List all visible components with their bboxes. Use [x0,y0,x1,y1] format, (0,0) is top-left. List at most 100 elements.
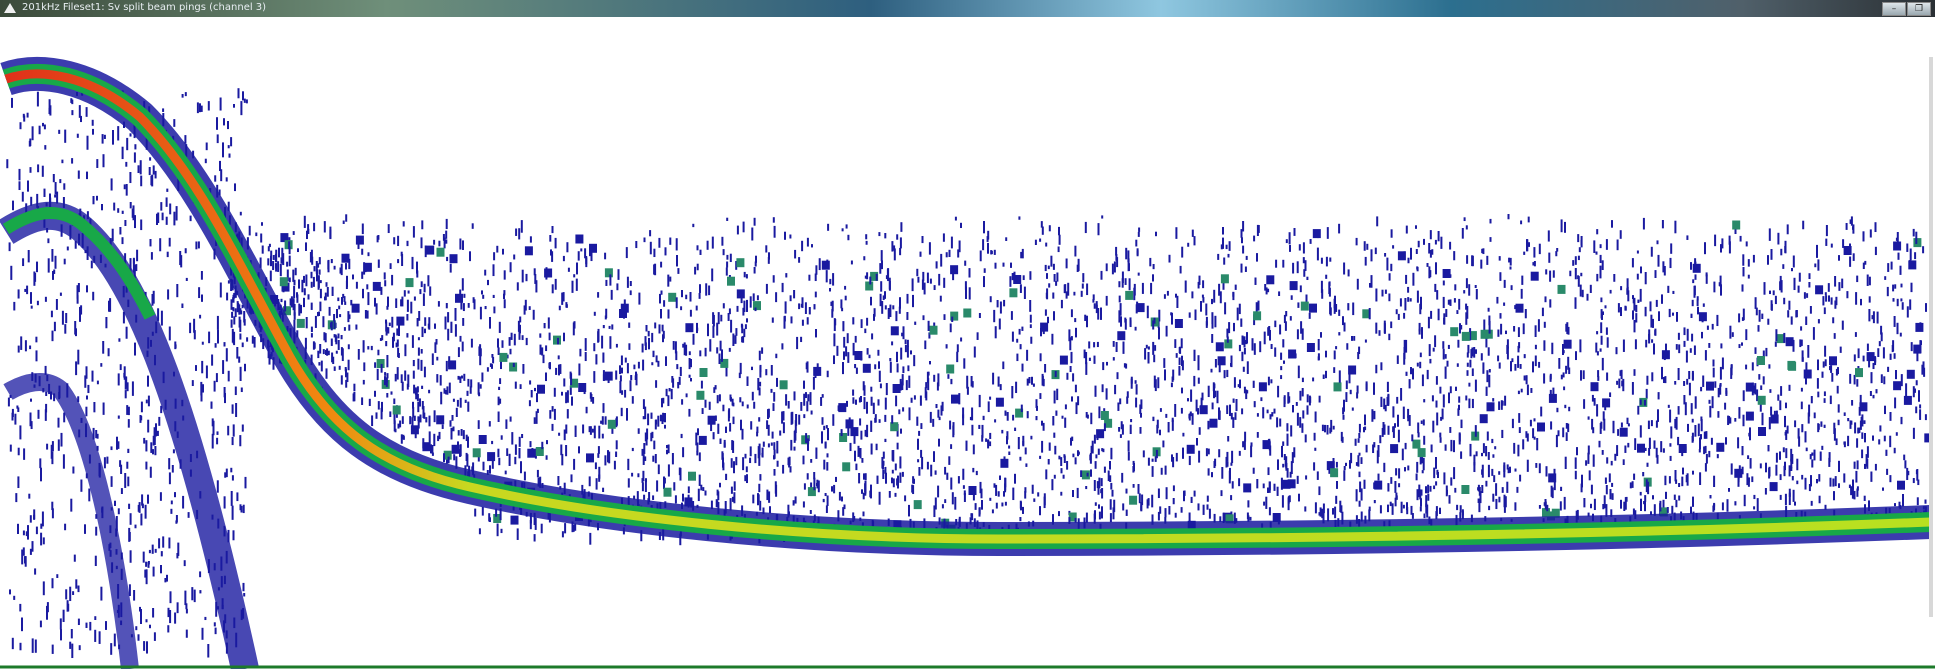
noise-speck [807,438,809,451]
noise-speck [1909,299,1912,310]
noise-speck [1090,412,1093,425]
noise-speck [440,391,443,405]
noise-speck [534,274,537,284]
noise-speck [380,286,383,295]
noise-speck [1800,326,1803,331]
noise-speck [296,330,299,338]
noise-speck [124,473,127,488]
noise-speck [1042,422,1045,431]
noise-speck [698,435,707,445]
scrollbar[interactable] [1929,57,1933,617]
noise-speck [1412,272,1415,286]
noise-speck [1338,223,1341,234]
noise-speck [224,393,226,404]
noise-speck [1044,309,1047,316]
noise-speck [654,419,657,430]
noise-speck [1129,424,1132,435]
noise-speck [1429,358,1432,364]
noise-speck [219,282,222,298]
noise-speck [160,202,163,211]
minimize-button[interactable]: – [1882,2,1906,16]
noise-speck [1220,274,1229,284]
noise-speck [495,508,498,517]
noise-speck [1577,255,1580,261]
noise-speck [566,242,569,253]
noise-speck [1138,227,1141,232]
noise-speck [901,381,904,391]
noise-speck [94,616,97,621]
noise-speck [1097,482,1100,495]
window-icon[interactable] [4,3,16,13]
noise-speck [1218,283,1221,296]
noise-speck [481,290,483,295]
noise-speck [874,364,877,370]
noise-speck [518,448,521,459]
noise-speck [1602,398,1611,408]
noise-speck [1785,448,1788,459]
noise-speck [1670,243,1673,254]
noise-speck [942,233,945,242]
noise-speck [211,354,214,366]
noise-speck [939,295,942,302]
noise-speck [1494,446,1497,450]
noise-speck [413,384,416,394]
noise-speck [824,493,827,497]
noise-speck [1292,481,1295,487]
noise-speck [1194,309,1197,321]
noise-speck [696,327,699,331]
noise-speck [489,517,491,523]
noise-speck [1632,295,1634,299]
noise-speck [631,472,634,477]
noise-speck [1288,232,1291,245]
noise-speck [509,348,512,355]
noise-speck [801,319,804,326]
noise-speck [1650,420,1653,427]
noise-speck [730,397,732,402]
noise-speck [433,239,436,245]
noise-speck [1021,363,1024,372]
noise-speck [1195,399,1198,412]
noise-speck [670,388,673,400]
noise-speck [1745,364,1748,370]
noise-speck [1675,416,1678,430]
noise-speck [201,360,204,374]
noise-speck [211,433,214,449]
noise-speck [765,283,768,294]
noise-speck [520,220,523,233]
noise-speck [13,301,16,311]
noise-speck [1116,372,1119,380]
noise-speck [864,328,867,334]
noise-speck [1390,263,1393,272]
noise-speck [1485,386,1488,396]
restore-button[interactable]: ❐ [1907,2,1931,16]
noise-speck [1859,394,1862,407]
noise-speck [821,417,824,425]
noise-speck [48,99,51,112]
noise-speck [1029,300,1032,312]
noise-speck [551,251,554,262]
noise-speck [168,326,171,341]
noise-speck [149,157,152,161]
noise-speck [455,293,463,303]
noise-speck [1828,452,1831,463]
noise-speck [152,449,154,455]
noise-speck [1747,274,1750,279]
noise-speck [1229,467,1231,480]
noise-speck [1567,356,1570,370]
noise-speck [1837,419,1840,426]
noise-speck [1312,229,1321,239]
noise-speck [292,299,295,311]
noise-speck [1769,482,1778,492]
noise-speck [1872,394,1875,399]
noise-speck [230,467,233,473]
noise-speck [951,492,954,505]
noise-speck [1853,461,1856,469]
noise-speck [451,415,454,421]
noise-speck [1795,310,1798,318]
noise-speck [410,301,413,314]
noise-speck [650,412,653,419]
noise-speck [1738,313,1741,323]
noise-speck [738,372,741,379]
noise-speck [1274,320,1277,328]
noise-speck [839,433,848,442]
